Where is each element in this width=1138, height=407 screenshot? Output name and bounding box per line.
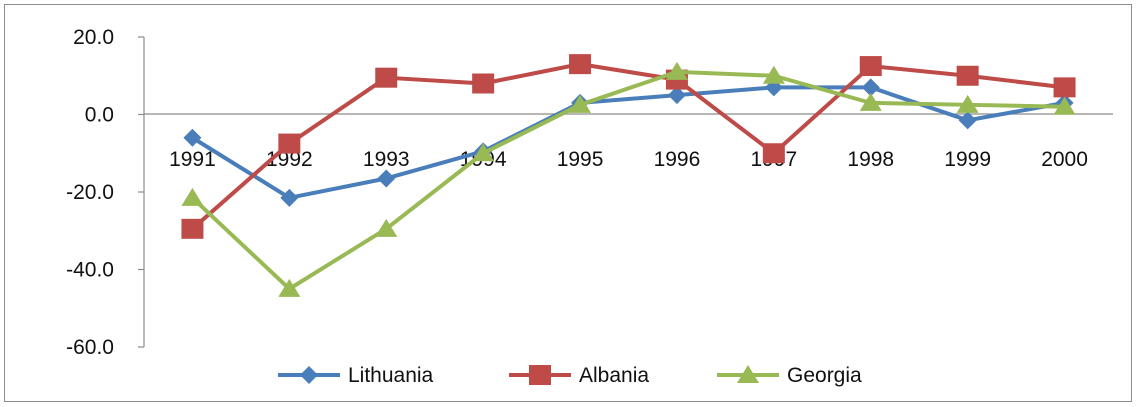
data-point <box>665 61 688 80</box>
series-georgia <box>181 61 1076 297</box>
data-point <box>1053 96 1076 115</box>
data-point <box>472 73 495 94</box>
data-point <box>183 128 202 147</box>
series-lithuania <box>183 78 1074 207</box>
legend-label: Georgia <box>787 364 862 387</box>
data-point <box>569 94 592 113</box>
data-point <box>280 188 299 207</box>
series-line <box>191 62 1065 231</box>
data-point <box>958 111 977 130</box>
data-point <box>375 218 398 237</box>
data-point <box>181 218 204 239</box>
legend-label: Lithuania <box>348 364 434 387</box>
series-line <box>191 69 1065 291</box>
y-tick-label: -60.0 <box>66 336 114 359</box>
x-tick-label: 2000 <box>1041 148 1088 171</box>
chart-frame <box>4 4 1132 402</box>
data-point <box>278 278 301 297</box>
data-point <box>278 133 301 154</box>
data-point <box>859 56 882 77</box>
data-point <box>762 143 785 164</box>
legend-swatch-marker <box>529 365 551 385</box>
x-tick-label: 1999 <box>944 148 991 171</box>
series-albania <box>181 54 1076 239</box>
data-point <box>859 92 882 111</box>
data-point <box>762 65 785 84</box>
legend-swatch-marker <box>737 365 759 383</box>
data-point <box>472 143 495 162</box>
data-point <box>181 187 204 206</box>
legend-swatch-marker <box>300 366 318 384</box>
legend-item-georgia: Georgia <box>717 364 862 387</box>
data-point <box>569 54 592 75</box>
x-tick-label: 1996 <box>654 148 701 171</box>
x-tick-label: 1991 <box>169 148 216 171</box>
data-point <box>375 67 398 88</box>
data-point <box>861 78 880 97</box>
data-point <box>1053 77 1076 98</box>
y-tick-label: 0.0 <box>85 104 114 127</box>
y-tick-label: 20.0 <box>73 26 114 49</box>
data-point <box>377 169 396 188</box>
x-tick-label: 1998 <box>847 148 894 171</box>
legend-item-albania: Albania <box>509 364 649 387</box>
data-point <box>956 94 979 113</box>
y-tick-label: -20.0 <box>66 181 114 204</box>
x-tick-label: 1995 <box>557 148 604 171</box>
legend-item-lithuania: Lithuania <box>278 364 434 387</box>
data-point <box>956 65 979 86</box>
x-tick-label: 1993 <box>363 148 410 171</box>
y-tick-label: -40.0 <box>66 259 114 282</box>
data-point <box>667 86 686 105</box>
legend-label: Albania <box>579 364 649 387</box>
